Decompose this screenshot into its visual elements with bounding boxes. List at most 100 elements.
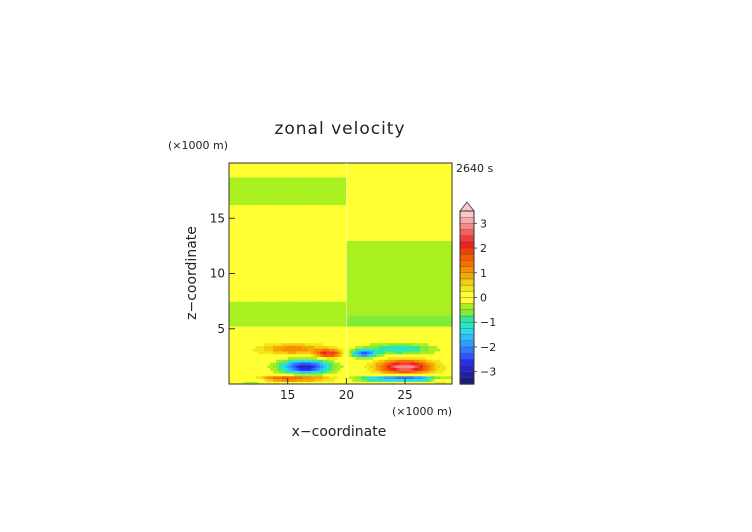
heatmap-cell <box>331 312 336 316</box>
heatmap-cell <box>273 331 277 335</box>
heatmap-cell <box>340 270 345 275</box>
heatmap-cell <box>246 248 251 252</box>
heatmap-cell <box>384 221 389 225</box>
heatmap-cell <box>273 298 277 302</box>
heatmap-cell <box>231 223 236 228</box>
heatmap-cell <box>419 223 424 228</box>
heatmap-cell <box>416 209 421 214</box>
heatmap-cell <box>361 309 365 313</box>
heatmap-cell <box>358 267 362 272</box>
heatmap-cell <box>387 273 391 277</box>
heatmap-cell <box>237 367 242 371</box>
heatmap-cell <box>293 317 298 322</box>
heatmap-cell <box>369 251 374 255</box>
heatmap-cell <box>334 303 339 308</box>
heatmap-cell <box>287 221 292 225</box>
heatmap-cell <box>331 223 336 228</box>
heatmap-cell <box>378 298 383 302</box>
heatmap-cell <box>229 223 233 228</box>
heatmap-cell <box>390 240 394 244</box>
heatmap-cell <box>308 212 312 217</box>
heatmap-cell <box>437 254 441 258</box>
heatmap-cell <box>314 287 318 291</box>
heatmap-cell <box>378 265 383 269</box>
heatmap-cell <box>378 232 383 236</box>
heatmap-cell <box>240 339 245 344</box>
heatmap-cell <box>363 232 368 236</box>
heatmap-cell <box>249 267 254 272</box>
heatmap-cell <box>287 298 292 302</box>
heatmap-cell <box>369 320 374 324</box>
heatmap-cell <box>446 331 450 335</box>
heatmap-cell <box>428 226 433 230</box>
heatmap-cell <box>375 204 380 208</box>
heatmap-cell <box>346 356 350 360</box>
heatmap-cell <box>419 259 424 264</box>
heatmap-cell <box>331 232 336 236</box>
heatmap-cell <box>434 281 438 286</box>
heatmap-cell <box>405 370 409 374</box>
heatmap-cell <box>231 364 236 369</box>
heatmap-cell <box>381 215 386 219</box>
heatmap-cell <box>355 201 359 206</box>
heatmap-cell <box>249 367 254 371</box>
heatmap-cell <box>399 270 403 275</box>
heatmap-cell <box>281 320 286 324</box>
heatmap-cell <box>396 265 400 269</box>
heatmap-cell <box>396 259 400 264</box>
heatmap-cell <box>243 290 248 294</box>
heatmap-cell <box>446 295 450 299</box>
heatmap-cell <box>352 328 356 333</box>
heatmap-cell <box>378 381 383 385</box>
heatmap-cell <box>378 342 383 346</box>
heatmap-cell <box>375 301 380 305</box>
heatmap-cell <box>340 201 345 206</box>
heatmap-cell <box>229 375 233 380</box>
heatmap-cell <box>261 334 265 338</box>
heatmap-cell <box>413 378 418 382</box>
heatmap-cell <box>422 221 427 225</box>
heatmap-cell <box>446 218 450 222</box>
heatmap-cell <box>264 267 268 272</box>
heatmap-cell <box>355 367 359 371</box>
heatmap-cell <box>381 367 386 371</box>
heatmap-cell <box>278 328 283 333</box>
heatmap-cell <box>337 223 342 228</box>
heatmap-cell <box>237 248 242 252</box>
heatmap-cell <box>314 372 318 377</box>
heatmap-cell <box>331 259 336 264</box>
heatmap-cell <box>246 323 251 327</box>
heatmap-cell <box>405 375 409 380</box>
heatmap-cell <box>366 281 371 286</box>
heatmap-cell <box>410 243 415 247</box>
heatmap-cell <box>369 339 374 344</box>
heatmap-cell <box>328 331 333 335</box>
heatmap-cell <box>346 312 350 316</box>
heatmap-cell <box>384 337 389 341</box>
heatmap-cell <box>437 356 441 360</box>
heatmap-cell <box>355 279 359 283</box>
heatmap-cell <box>293 226 298 230</box>
heatmap-cell <box>267 262 271 266</box>
heatmap-cell <box>390 223 394 228</box>
heatmap-cell <box>366 212 371 217</box>
heatmap-cell <box>317 287 321 291</box>
heatmap-cell <box>446 226 450 230</box>
heatmap-cell <box>293 361 298 366</box>
heatmap-cell <box>231 361 236 366</box>
heatmap-cell <box>355 290 359 294</box>
heatmap-cell <box>319 281 324 286</box>
heatmap-cell <box>425 234 430 239</box>
heatmap-cell <box>252 381 256 385</box>
heatmap-cell <box>328 359 333 363</box>
heatmap-cell <box>328 375 333 380</box>
heatmap-cell <box>284 204 289 208</box>
heatmap-cell <box>296 350 301 355</box>
heatmap-cell <box>422 251 427 255</box>
heatmap-cell <box>252 267 256 272</box>
heatmap-cell <box>305 279 309 283</box>
heatmap-cell <box>261 284 265 288</box>
heatmap-cell <box>399 309 403 313</box>
heatmap-cell <box>372 251 377 255</box>
heatmap-cell <box>437 243 441 247</box>
